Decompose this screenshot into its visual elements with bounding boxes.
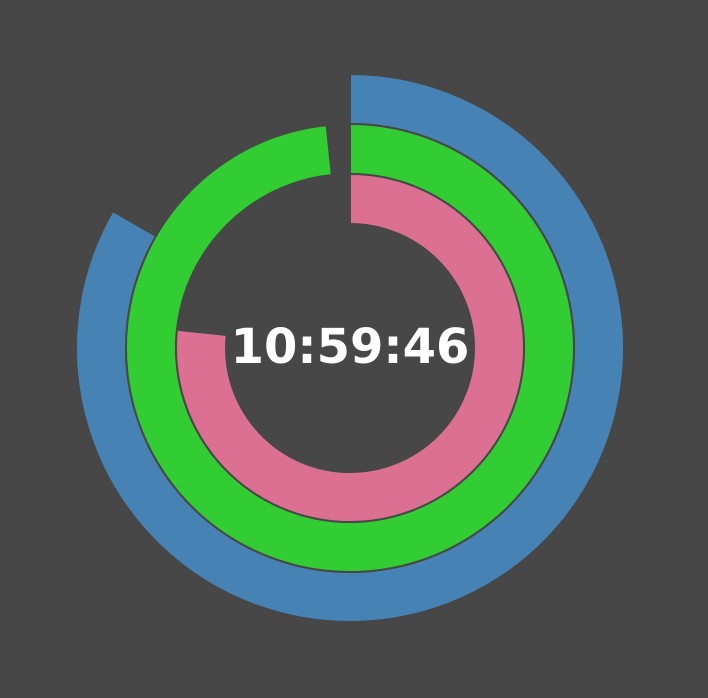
seconds-ring-arc bbox=[175, 172, 525, 523]
time-readout: 10:59:46 bbox=[230, 319, 470, 375]
